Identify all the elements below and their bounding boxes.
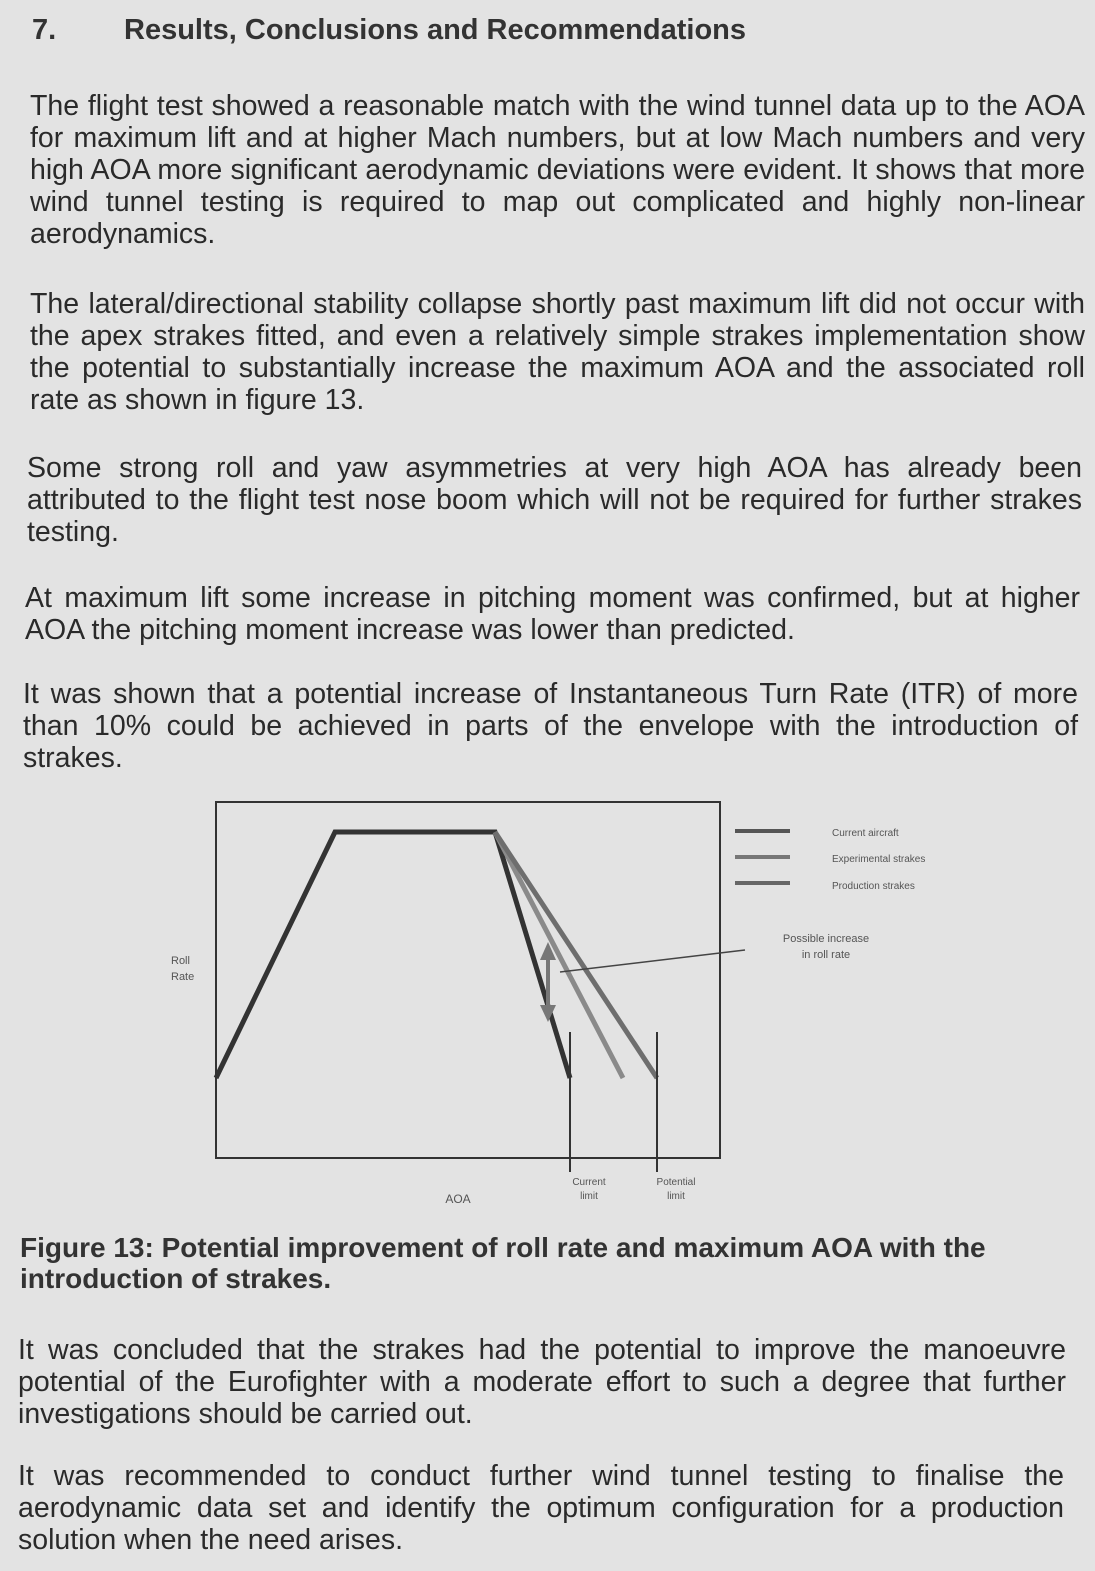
potential-limit-line2: limit bbox=[667, 1191, 685, 1202]
annotation-pointer bbox=[559, 949, 746, 973]
legend-experimental: Experimental strakes bbox=[832, 854, 925, 865]
conclusion-paragraph-2: It was recommended to conduct further wi… bbox=[18, 1460, 1064, 1556]
annotation-line1: Possible increase bbox=[783, 933, 869, 945]
current-aircraft-line bbox=[213, 829, 573, 1080]
paragraph-3: Some strong roll and yaw asymmetries at … bbox=[27, 452, 1082, 548]
figure-caption: Figure 13: Potential improvement of roll… bbox=[20, 1232, 986, 1294]
paragraph-4: At maximum lift some increase in pitchin… bbox=[25, 582, 1080, 646]
conclusion-paragraph-1: It was concluded that the strakes had th… bbox=[18, 1334, 1066, 1430]
section-title: Results, Conclusions and Recommendations bbox=[124, 14, 746, 46]
paragraph-1: The flight test showed a reasonable matc… bbox=[30, 90, 1085, 250]
annotation-line2: in roll rate bbox=[802, 949, 850, 961]
current-limit-line1: Current bbox=[572, 1177, 606, 1188]
paragraph-5: It was shown that a potential increase o… bbox=[23, 678, 1078, 774]
section-number: 7. bbox=[32, 14, 57, 46]
legend-current: Current aircraft bbox=[832, 828, 899, 839]
production-strakes-line bbox=[492, 830, 660, 1080]
arrow-head-up bbox=[540, 942, 556, 960]
section-heading: 7. Results, Conclusions and Recommendatio… bbox=[32, 14, 746, 47]
arrow-head-down bbox=[540, 1005, 556, 1022]
potential-limit-line1: Potential bbox=[657, 1177, 696, 1188]
experimental-strakes-line bbox=[492, 830, 626, 1080]
legend-production: Production strakes bbox=[832, 881, 915, 892]
x-label: AOA bbox=[445, 1192, 470, 1206]
y-label-line1: Roll bbox=[171, 955, 190, 967]
plot-frame bbox=[215, 801, 721, 1159]
paragraph-2: The lateral/directional stability collap… bbox=[30, 288, 1085, 416]
y-label-line2: Rate bbox=[171, 971, 194, 983]
current-limit-line2: limit bbox=[580, 1191, 598, 1202]
